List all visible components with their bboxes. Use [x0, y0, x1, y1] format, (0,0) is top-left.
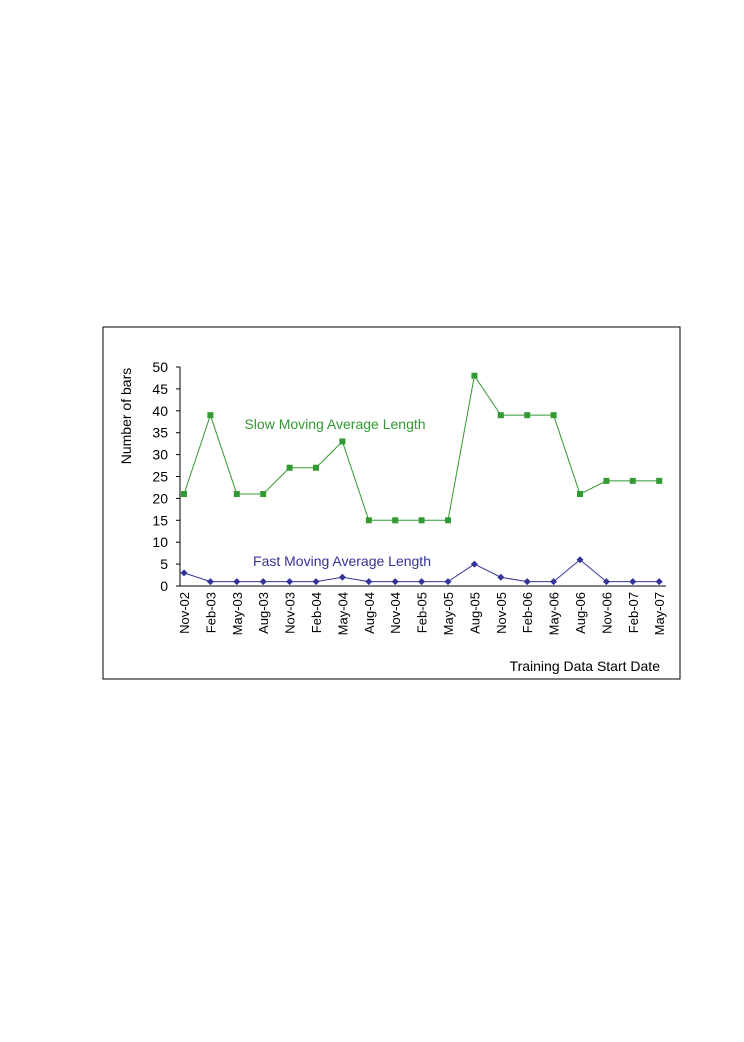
- point: [655, 578, 663, 586]
- point: [656, 477, 663, 484]
- point: [577, 491, 583, 498]
- series-label: Fast Moving Average Length: [253, 553, 431, 569]
- point: [233, 578, 241, 586]
- x-tick-label: Aug-06: [573, 592, 588, 634]
- point: [576, 556, 584, 564]
- point: [391, 578, 399, 586]
- point: [392, 517, 399, 524]
- x-tick-label: Aug-05: [467, 592, 482, 634]
- point: [418, 578, 426, 586]
- point: [365, 517, 372, 524]
- point: [524, 412, 531, 419]
- point: [207, 412, 214, 419]
- point: [206, 578, 214, 586]
- y-tick-label: 0: [160, 578, 168, 594]
- point: [286, 578, 294, 586]
- x-tick-label: May-07: [652, 592, 667, 635]
- x-tick-label: Aug-04: [362, 592, 377, 634]
- point: [497, 573, 505, 581]
- y-tick-label: 15: [152, 512, 168, 528]
- point: [497, 412, 504, 419]
- y-tick-label: 20: [152, 490, 168, 506]
- point: [523, 578, 531, 586]
- y-tick-label: 35: [152, 425, 168, 441]
- x-tick-label: Nov-03: [283, 592, 298, 634]
- point: [181, 491, 187, 498]
- y-axis-label: Number of bars: [118, 368, 134, 464]
- point: [629, 477, 636, 484]
- x-tick-label: Nov-04: [388, 592, 403, 634]
- y-tick-label: 30: [152, 447, 168, 463]
- point: [260, 491, 267, 498]
- point: [603, 477, 610, 484]
- point: [470, 560, 478, 568]
- point: [445, 517, 451, 524]
- point: [259, 578, 267, 586]
- x-tick-label: May-06: [547, 592, 562, 635]
- x-tick-label: May-05: [441, 592, 456, 635]
- y-tick-label: 5: [160, 556, 168, 572]
- point: [365, 578, 373, 586]
- point: [233, 491, 240, 498]
- point: [629, 578, 637, 586]
- x-tick-label: Feb-07: [626, 592, 641, 633]
- x-tick-label: Nov-05: [494, 592, 509, 634]
- chart-frame: [102, 326, 681, 680]
- y-tick-label: 25: [152, 469, 168, 485]
- x-tick-label: Nov-02: [177, 592, 192, 634]
- y-tick-label: 40: [152, 403, 168, 419]
- x-tick-label: Feb-03: [203, 592, 218, 633]
- y-tick-label: 50: [152, 359, 168, 375]
- point: [444, 578, 452, 586]
- point: [471, 372, 478, 379]
- point: [418, 517, 425, 524]
- x-tick-label: May-03: [230, 592, 245, 635]
- x-axis-label: Training Data Start Date: [510, 658, 661, 674]
- y-tick-label: 45: [152, 381, 168, 397]
- point: [313, 464, 319, 471]
- x-tick-label: May-04: [335, 592, 350, 635]
- x-tick-label: Feb-04: [309, 592, 324, 633]
- x-tick-label: Aug-03: [256, 592, 271, 634]
- point: [550, 412, 557, 419]
- point: [286, 464, 293, 471]
- point: [180, 569, 188, 577]
- point: [339, 438, 346, 445]
- x-tick-label: Nov-06: [599, 592, 614, 634]
- x-tick-label: Feb-05: [415, 592, 430, 633]
- point: [602, 578, 610, 586]
- y-tick-label: 10: [152, 534, 168, 550]
- point: [312, 578, 320, 586]
- x-tick-label: Feb-06: [520, 592, 535, 633]
- point: [338, 573, 346, 581]
- point: [550, 578, 558, 586]
- series-label: Slow Moving Average Length: [244, 416, 425, 432]
